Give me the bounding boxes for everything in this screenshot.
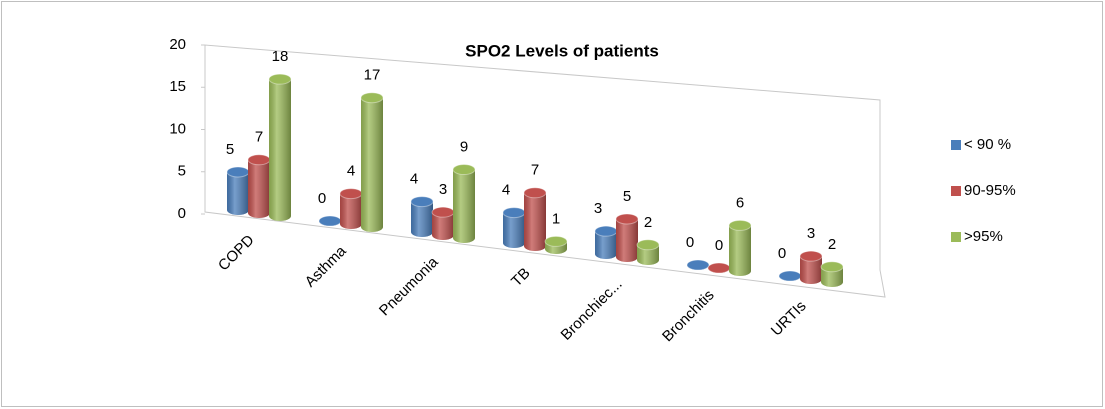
legend-swatch [951, 186, 961, 196]
bar-top [452, 164, 476, 176]
bar [226, 166, 250, 215]
value-label: 0 [778, 245, 786, 262]
bar [410, 196, 434, 237]
value-label: 7 [255, 129, 263, 146]
bar [452, 164, 476, 243]
value-label: 2 [828, 236, 836, 253]
bar-shade [595, 231, 617, 259]
bar [778, 270, 802, 282]
bar-shade [729, 225, 751, 276]
y-tick-label: 0 [178, 205, 186, 222]
bar-top [799, 250, 823, 262]
bar-top [594, 225, 618, 237]
bar [339, 188, 363, 229]
bar [615, 213, 639, 262]
y-tick-label: 20 [169, 36, 186, 53]
bar [360, 92, 384, 232]
bar [707, 262, 731, 274]
bar-top [268, 73, 292, 85]
bar-top [686, 259, 710, 271]
bar-top [502, 207, 526, 219]
bar [431, 206, 455, 240]
bar [820, 261, 844, 287]
value-label: 2 [644, 214, 652, 231]
legend-swatch [951, 140, 961, 150]
bar [728, 219, 752, 276]
bar-shade [248, 159, 270, 218]
bar [318, 215, 342, 227]
bar [502, 207, 526, 248]
value-label: 4 [347, 163, 355, 180]
y-tick-label: 10 [169, 120, 186, 137]
bar [268, 73, 292, 221]
bar-top [431, 206, 455, 218]
value-label: 5 [226, 141, 234, 158]
bar [523, 187, 547, 251]
value-label: 9 [460, 139, 468, 156]
value-label: 4 [502, 182, 510, 199]
value-label: 7 [531, 162, 539, 179]
bar-top [360, 92, 384, 104]
value-label: 17 [364, 67, 381, 84]
bar-top [728, 219, 752, 231]
bar-top [523, 187, 547, 199]
bar-shade [453, 169, 475, 243]
legend-label: 90-95% [964, 182, 1016, 199]
bar-shade [821, 266, 843, 287]
bar-shade [269, 79, 291, 221]
value-label: 0 [686, 234, 694, 251]
bar-shade [800, 256, 822, 284]
value-label: 6 [736, 194, 744, 211]
plot-walls [204, 44, 886, 298]
bar-shade [361, 97, 383, 232]
bar [799, 250, 823, 284]
value-label: 0 [318, 190, 326, 207]
legend-label: >95% [964, 228, 1003, 245]
bar-shade [524, 192, 546, 251]
bar [636, 239, 660, 265]
value-label: 18 [272, 48, 289, 65]
y-tick-label: 5 [178, 163, 186, 180]
bar-shade [432, 212, 454, 240]
bar-top [544, 235, 568, 247]
bar-top [410, 196, 434, 208]
bar-shade [616, 218, 638, 262]
legend-swatch [951, 232, 961, 242]
bar [594, 225, 618, 259]
bar-top [339, 188, 363, 200]
value-label: 5 [623, 188, 631, 205]
bar-top [226, 166, 250, 178]
bar-top [247, 154, 271, 166]
bar-top [615, 213, 639, 225]
bar-shade [227, 171, 249, 215]
bar [247, 154, 271, 218]
value-label: 3 [807, 225, 815, 242]
value-label: 4 [410, 171, 418, 188]
bar-top [636, 239, 660, 251]
value-label: 3 [439, 181, 447, 198]
bar [686, 259, 710, 271]
value-label: 1 [552, 210, 560, 227]
chart-title: SPO2 Levels of patients [465, 41, 659, 60]
bar-top [820, 261, 844, 273]
legend-label: < 90 % [964, 136, 1011, 153]
bar-shade [637, 244, 659, 265]
bar-top [778, 270, 802, 282]
bar-shade [411, 201, 433, 237]
bar-shade [340, 193, 362, 229]
bar-shade [503, 212, 525, 248]
y-tick-label: 15 [169, 78, 186, 95]
bar-top [318, 215, 342, 227]
bar-top [707, 262, 731, 274]
value-label: 0 [715, 237, 723, 254]
bar [544, 235, 568, 254]
value-label: 3 [594, 200, 602, 217]
